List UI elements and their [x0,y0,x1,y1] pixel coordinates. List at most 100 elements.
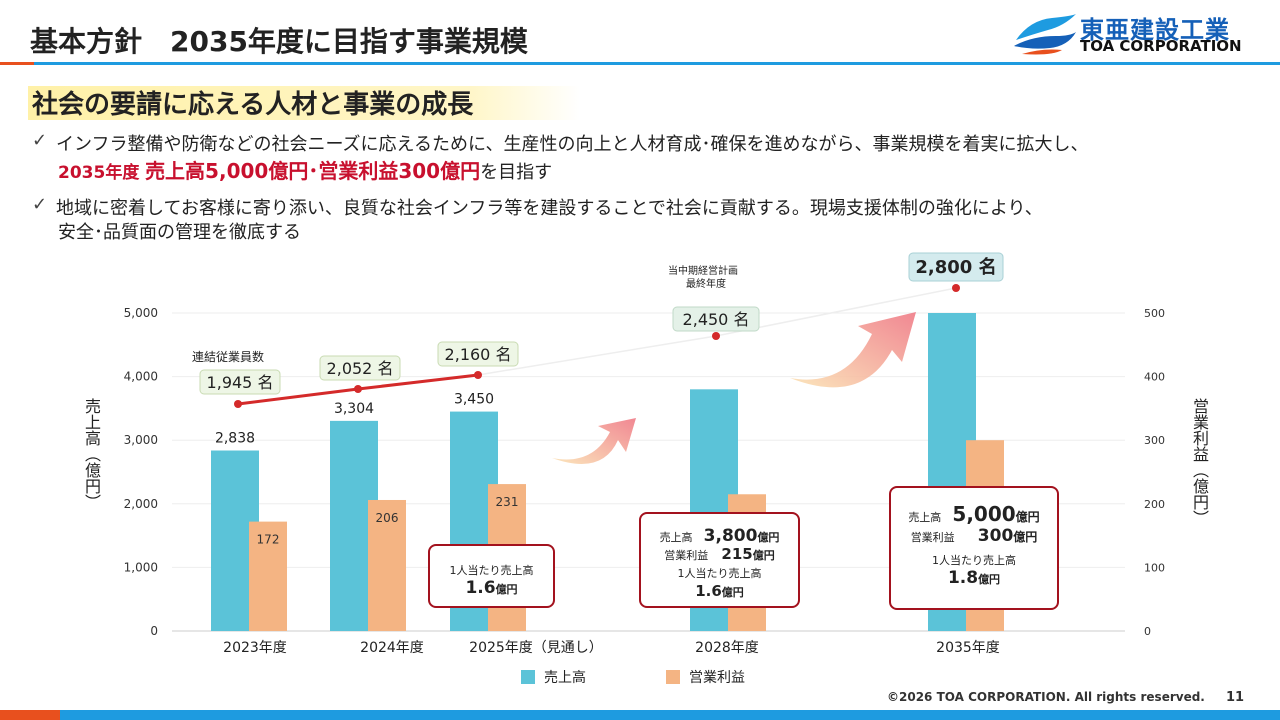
employees-label-bg [672,306,760,332]
bullet-2-line-2: 安全･品質面の管理を徹底する [58,222,301,243]
profit-value-label: 172 [257,533,280,547]
profit-label: 営業利益 [910,531,955,544]
profit-bar [249,521,287,631]
legend-profit-swatch [666,670,680,684]
employees-label-bg [908,252,1004,282]
left-axis-tick: 1,000 [124,560,158,574]
right-axis-tick: 200 [1144,498,1165,511]
sales-value-label: 3,450 [454,392,494,408]
callout-2035: 売上高 5,000億円 営業利益 300億円 1人当たり売上高 1.8億円 [889,486,1059,610]
per-capita-label: 1人当たり売上高 [677,567,762,580]
category-label: 2035年度 [936,640,1000,656]
left-axis-tick: 3,000 [124,433,158,447]
sales-value: 3,800 [703,526,758,546]
per-capita-value: 1.6億円 [641,581,798,600]
category-label: 2025年度（見通し） [469,640,603,656]
logo-english: TOA CORPORATION [1080,37,1242,55]
sales-value: 5,000 [952,502,1016,526]
section-subtitle: 社会の要請に応える人材と事業の成長 [32,90,474,120]
employees-point [952,284,960,292]
sales-unit: 億円 [1015,510,1040,524]
employees-point [234,400,242,408]
target-tail: を目指す [480,162,553,183]
profit-value-label: 206 [376,511,399,525]
callout-2035-sales: 売上高 5,000億円 [891,502,1057,526]
plan-note-line-2: 最終年度 [686,279,726,290]
bullet-1-line-1: インフラ整備や防衛などの社会ニーズに応えるために、生産性の向上と人材育成･確保を… [56,134,1089,155]
page-number: 11 [1226,690,1245,705]
callout-2028: 売上高 3,800億円 営業利益 215億円 1人当たり売上高 1.6億円 [639,512,800,608]
profit-value: 300 [977,526,1014,546]
subtitle-highlight [28,86,580,120]
right-axis-tick: 300 [1144,434,1165,447]
profit-label: 営業利益 [664,549,709,562]
employees-value-label: 2,052 名 [327,359,394,378]
employees-point [712,332,720,340]
growth-arrow-icon [790,312,916,388]
employees-value-label: 2,450 名 [683,310,750,329]
employees-label-bg [199,369,281,395]
employees-value-label: 2,800 名 [915,256,996,278]
check-icon: ✓ [32,130,48,151]
right-axis-tick: 0 [1144,625,1151,638]
plan-note: 当中期経営計画 最終年度 [668,265,738,291]
per-capita-label: 1人当たり売上高 [449,564,534,577]
profit-value-label: 231 [496,495,519,509]
left-axis-title: 売上高（億円） [82,398,101,510]
left-axis-tick: 2,000 [124,497,158,511]
callout-2035-profit: 営業利益 300億円 [891,526,1057,546]
per-capita-number: 1.8 [947,568,979,588]
legend-sales-label: 売上高 [544,669,586,686]
growth-arrows [552,312,916,464]
employees-point [354,385,362,393]
profit-unit: 億円 [752,549,775,562]
per-capita-unit: 億円 [495,583,518,596]
legend-sales-swatch [521,670,535,684]
callout-2028-sales: 売上高 3,800億円 [641,526,798,546]
left-axis-tick: 4,000 [124,370,158,384]
title-divider [0,62,1280,65]
employees-point [474,371,482,379]
logo-japanese: 東亜建設工業 [1080,16,1230,44]
per-capita-value: 1.6億円 [430,578,553,598]
per-capita-unit: 億円 [978,573,1001,586]
sales-value-label: 3,304 [334,401,374,417]
legend-profit-label: 営業利益 [689,670,745,686]
profit-value: 215 [721,545,753,563]
footer-bar-accent [0,710,60,720]
left-axis-tick: 5,000 [124,306,158,320]
sales-unit: 億円 [757,531,780,544]
employees-value-label: 2,160 名 [445,345,512,364]
per-capita-number: 1.6 [695,582,722,600]
category-label: 2024年度 [360,640,424,656]
employees-label-bg [319,355,401,381]
employees-label-bg [437,341,519,367]
check-icon: ✓ [32,194,48,215]
sales-label: 売上高 [908,511,942,524]
per-capita-label: 1人当たり売上高 [932,554,1016,567]
plan-note-line-1: 当中期経営計画 [668,266,738,277]
page-title: 基本方針 2035年度に目指す事業規模 [30,25,528,58]
right-axis-tick: 100 [1144,561,1165,574]
per-capita-number: 1.6 [465,578,496,598]
profit-unit: 億円 [1013,530,1038,544]
title-divider-accent [0,62,34,65]
employees-value-label: 1,945 名 [207,373,274,392]
sales-label: 売上高 [659,531,693,544]
per-capita-unit: 億円 [721,586,744,599]
right-axis-tick: 400 [1144,371,1165,384]
right-axis-tick: 500 [1144,307,1165,320]
bullet-1-line-2: 2035年度 売上高5,000億円･営業利益300億円を目指す [58,155,552,184]
per-capita-value: 1.8億円 [891,568,1057,588]
sales-value-label: 2,838 [215,431,255,447]
copyright: ©2026 TOA CORPORATION. All rights reserv… [887,690,1205,704]
target-figures: 売上高5,000億円･営業利益300億円 [145,159,481,183]
left-axis-tick: 0 [150,624,158,638]
right-axis-title: 営業利益（億円） [1190,398,1209,526]
footer-bar [0,710,1280,720]
callout-2025: 1人当たり売上高 1.6億円 [428,544,555,608]
bullet-2-line-1: 地域に密着してお客様に寄り添い、良質な社会インフラ等を建設することで社会に貢献す… [56,198,1043,219]
growth-arrow-icon [552,418,636,464]
category-label: 2028年度 [695,640,759,656]
